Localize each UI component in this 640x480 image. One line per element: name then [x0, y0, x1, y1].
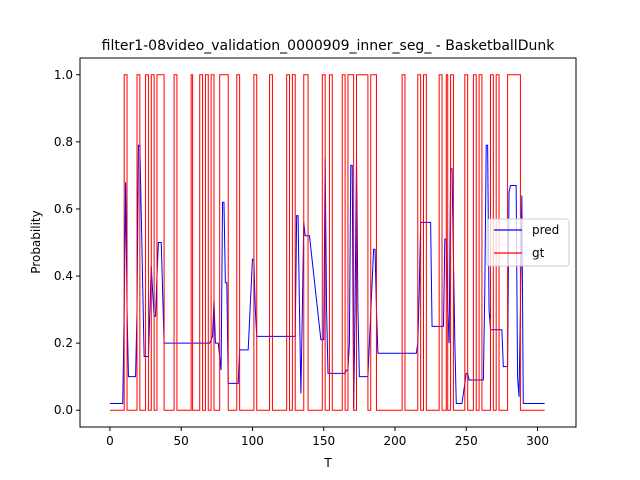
- legend: pred gt: [486, 218, 570, 267]
- x-tick-label: 0: [106, 434, 114, 448]
- x-axis-label: T: [323, 456, 332, 470]
- legend-frame: [486, 218, 570, 267]
- y-tick-label: 0.2: [54, 336, 73, 350]
- x-tick-label: 250: [455, 434, 478, 448]
- y-tick-label: 1.0: [54, 68, 73, 82]
- y-tick-label: 0.4: [54, 269, 73, 283]
- y-axis: 0.0 0.2 0.4 0.6 0.8 1.0: [54, 68, 80, 417]
- y-tick-label: 0.8: [54, 135, 73, 149]
- x-tick-label: 100: [241, 434, 264, 448]
- legend-label-gt: gt: [532, 246, 545, 260]
- series-layer: [109, 74, 545, 411]
- y-tick-label: 0.0: [54, 403, 73, 417]
- x-tick-label: 300: [526, 434, 549, 448]
- chart-title: filter1-08video_validation_0000909_inner…: [102, 38, 556, 54]
- x-tick-label: 150: [312, 434, 335, 448]
- series-line-gt: [109, 74, 545, 411]
- x-tick-label: 200: [384, 434, 407, 448]
- y-axis-label: Probability: [29, 210, 43, 273]
- plot-frame: [79, 57, 577, 428]
- legend-label-pred: pred: [532, 223, 559, 237]
- x-axis: 0 50 100 150 200 250 300: [106, 427, 549, 448]
- x-tick-label: 50: [174, 434, 189, 448]
- y-tick-label: 0.6: [54, 202, 73, 216]
